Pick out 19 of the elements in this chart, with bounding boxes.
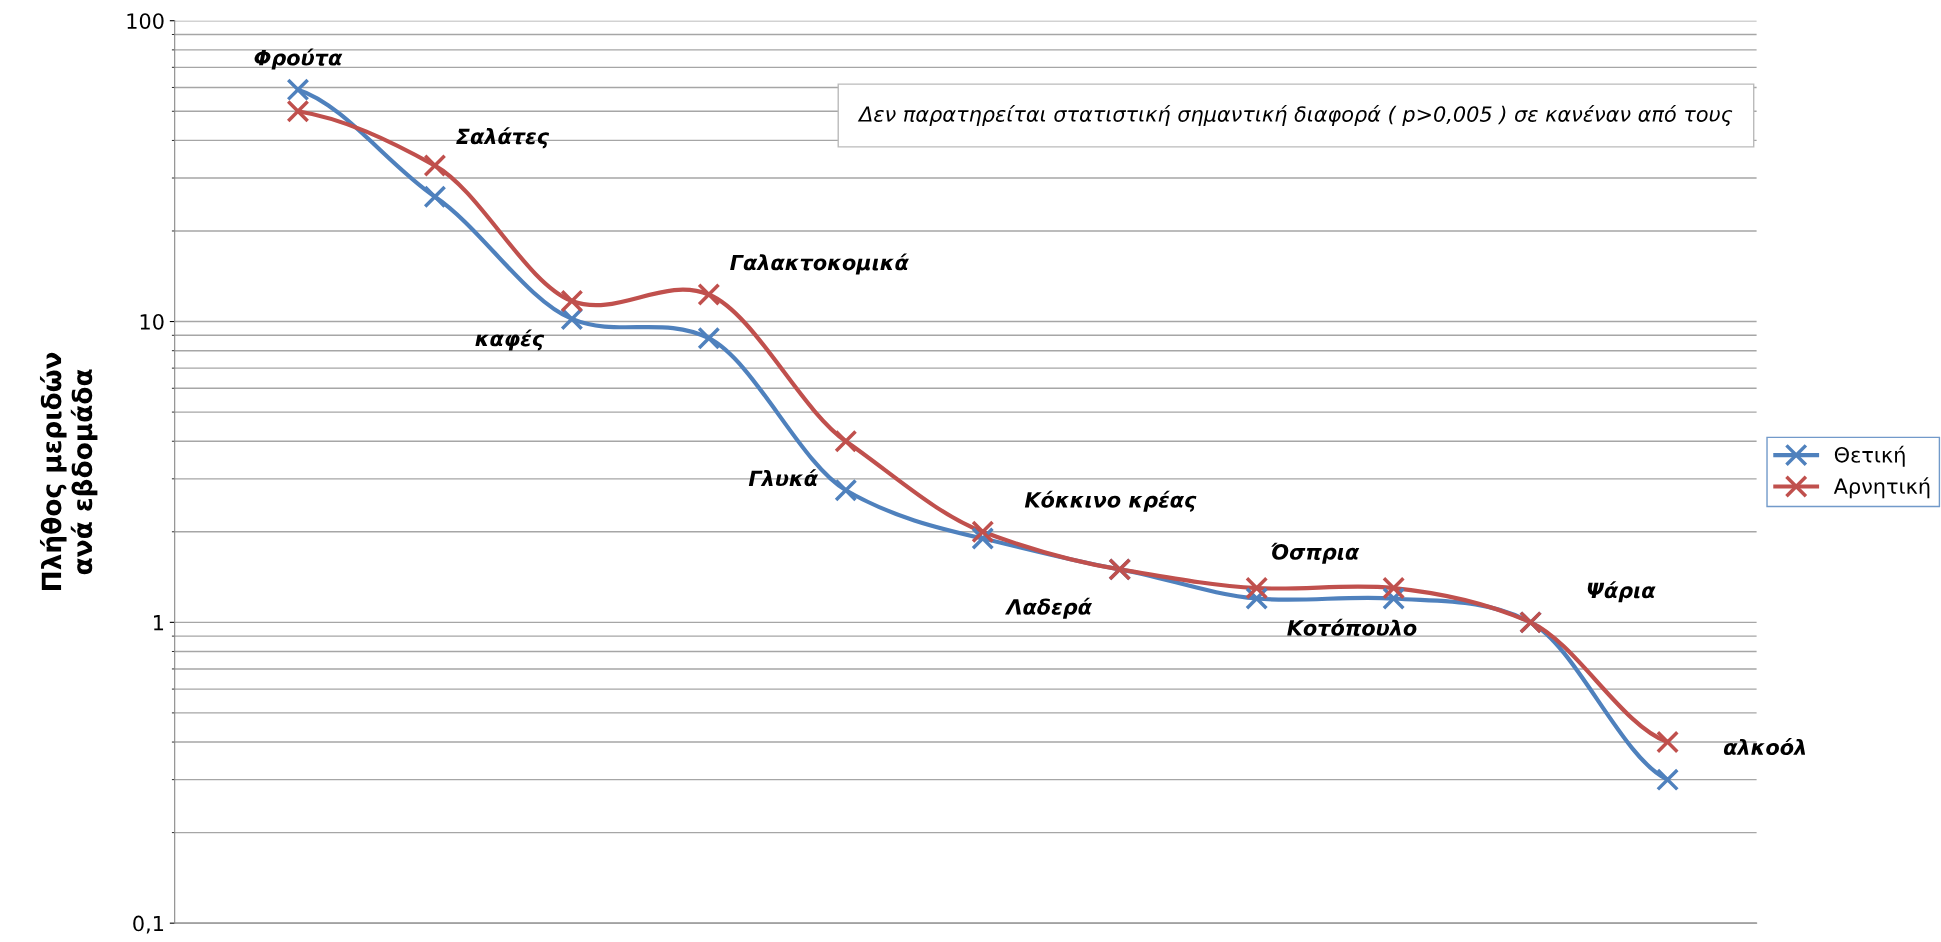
annotation: Κόκκινο κρέας: [1024, 490, 1197, 512]
annotation: Όσπρια: [1271, 542, 1360, 564]
annotation: Γλυκά: [748, 469, 819, 487]
y-tick-label: 0,1: [133, 915, 164, 934]
annotation: Σαλάτες: [456, 127, 550, 149]
annotation: Λαδερά: [1005, 597, 1093, 619]
annotation: Γαλακτοκομικά: [730, 253, 909, 275]
annotation: καφές: [475, 329, 545, 351]
y-axis-title: Πλήθος μεριδών ανά εβδομάδα: [39, 352, 98, 591]
annotation: αλκοόλ: [1723, 738, 1806, 756]
annotation: Δεν παρατηρείται στατιστική σημαντική διαφορά ( p>0,005 ) σε κανέναν από τους: [857, 104, 1733, 126]
y-tick-label: 100: [127, 13, 164, 29]
y-tick-label: 1: [154, 615, 164, 631]
annotation: Φρούτα: [254, 48, 343, 70]
annotation: Κοτόπουλο: [1287, 618, 1417, 636]
y-tick-label: 10: [140, 313, 164, 330]
legend-label: Θετική: [1834, 445, 1905, 467]
annotation: Ψάρια: [1587, 581, 1656, 603]
legend-label: Αρνητική: [1833, 477, 1930, 499]
